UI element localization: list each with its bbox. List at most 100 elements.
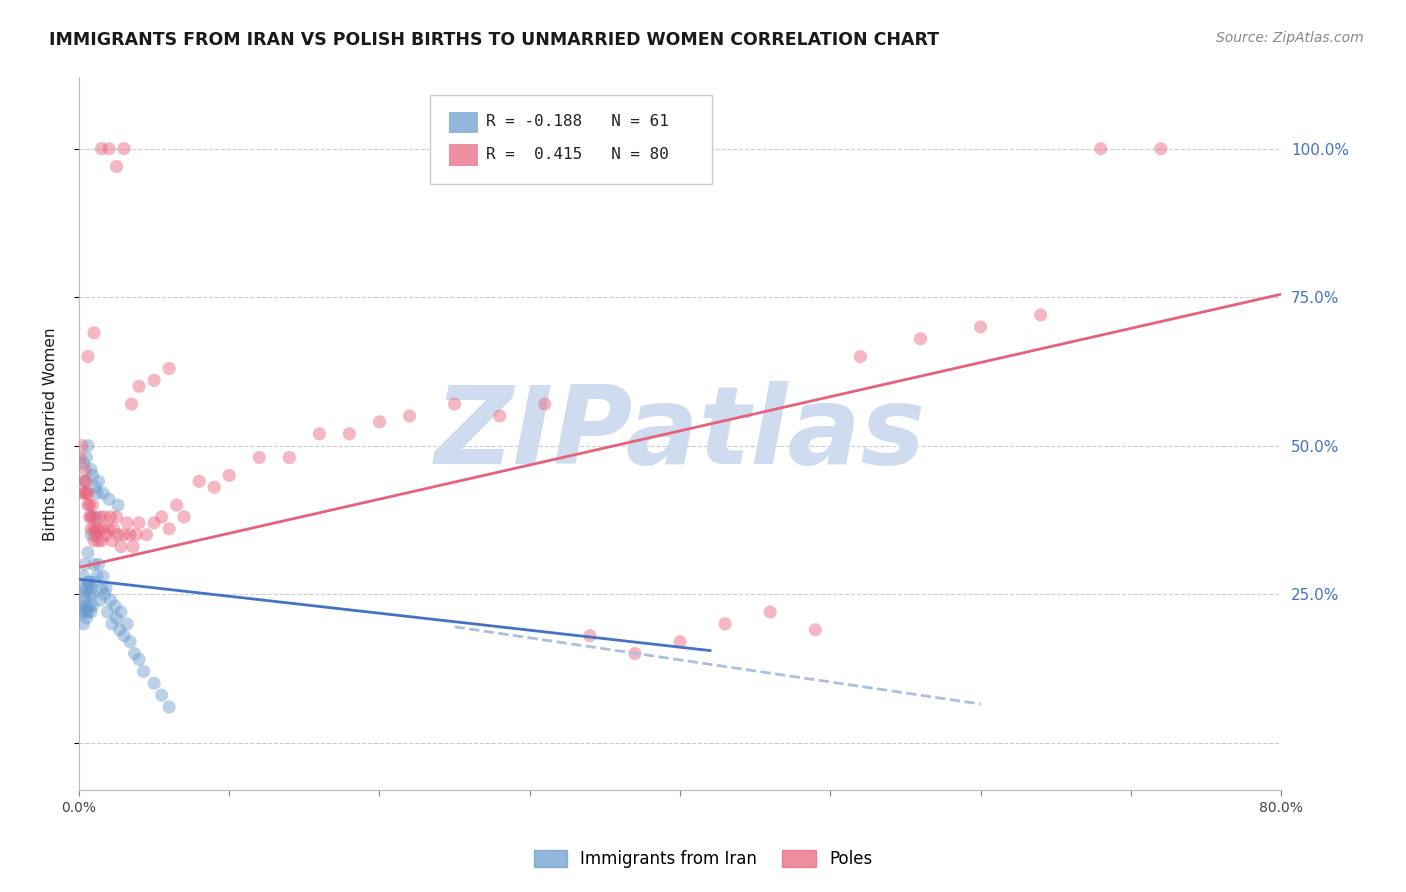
Text: R = -0.188   N = 61: R = -0.188 N = 61 [486, 114, 669, 129]
Point [83, 575, 105, 590]
Point [759, 605, 782, 619]
Point [104, 599, 127, 613]
Point [72, 457, 94, 471]
Point [80, 522, 103, 536]
Point [125, 528, 148, 542]
Point [79, 510, 101, 524]
Point [79, 599, 101, 613]
Point [94, 581, 117, 595]
Point [86, 522, 108, 536]
Point [73, 558, 96, 572]
FancyBboxPatch shape [449, 112, 478, 133]
Point [87, 558, 110, 572]
Point [143, 373, 166, 387]
Point [89, 510, 111, 524]
Point [101, 616, 124, 631]
Point [128, 652, 150, 666]
Point [75, 581, 97, 595]
Point [70, 605, 93, 619]
Point [105, 160, 128, 174]
Point [910, 332, 932, 346]
Point [96, 605, 118, 619]
Point [86, 486, 108, 500]
Point [84, 510, 107, 524]
Point [77, 498, 100, 512]
Point [83, 522, 105, 536]
Point [77, 605, 100, 619]
Point [1090, 142, 1112, 156]
Text: IMMIGRANTS FROM IRAN VS POLISH BIRTHS TO UNMARRIED WOMEN CORRELATION CHART: IMMIGRANTS FROM IRAN VS POLISH BIRTHS TO… [49, 31, 939, 49]
Point [488, 409, 510, 423]
Point [128, 379, 150, 393]
Point [579, 629, 602, 643]
Point [112, 142, 135, 156]
Point [82, 510, 104, 524]
Point [150, 510, 173, 524]
Point [98, 492, 121, 507]
Point [80, 462, 103, 476]
Point [121, 397, 143, 411]
Point [714, 616, 737, 631]
Point [91, 486, 114, 500]
Point [79, 587, 101, 601]
Point [100, 510, 122, 524]
Point [77, 350, 100, 364]
Point [87, 475, 110, 489]
Point [135, 528, 157, 542]
Point [849, 350, 872, 364]
Point [73, 486, 96, 500]
Point [75, 475, 97, 489]
Point [82, 587, 104, 601]
Point [100, 593, 122, 607]
Text: ZIPatlas: ZIPatlas [434, 381, 925, 487]
Point [72, 587, 94, 601]
Point [73, 475, 96, 489]
Point [70, 581, 93, 595]
Point [107, 498, 129, 512]
Point [118, 634, 141, 648]
Point [69, 599, 91, 613]
Point [157, 522, 180, 536]
Point [669, 634, 692, 648]
Point [188, 475, 211, 489]
Point [804, 623, 827, 637]
Point [80, 581, 103, 595]
Point [91, 569, 114, 583]
Text: Source: ZipAtlas.com: Source: ZipAtlas.com [1216, 31, 1364, 45]
Point [82, 498, 104, 512]
Point [77, 486, 100, 500]
Point [72, 475, 94, 489]
Point [110, 540, 132, 554]
Point [124, 647, 146, 661]
Point [247, 450, 270, 465]
Point [969, 319, 991, 334]
Point [87, 533, 110, 548]
Point [90, 581, 112, 595]
Point [157, 361, 180, 376]
Point [157, 700, 180, 714]
Point [87, 522, 110, 536]
Point [103, 522, 125, 536]
Point [79, 498, 101, 512]
Point [132, 665, 155, 679]
Legend: Immigrants from Iran, Poles: Immigrants from Iran, Poles [527, 843, 879, 875]
Point [75, 611, 97, 625]
Point [115, 516, 138, 530]
Point [80, 528, 103, 542]
Point [93, 587, 115, 601]
Point [72, 569, 94, 583]
Point [89, 593, 111, 607]
Point [1029, 308, 1052, 322]
Point [398, 409, 420, 423]
Point [69, 450, 91, 465]
Point [75, 450, 97, 465]
Point [77, 439, 100, 453]
Point [101, 533, 124, 548]
Point [107, 528, 129, 542]
Point [72, 616, 94, 631]
Point [82, 599, 104, 613]
Point [443, 397, 465, 411]
Point [75, 486, 97, 500]
Point [166, 498, 188, 512]
Point [83, 558, 105, 572]
